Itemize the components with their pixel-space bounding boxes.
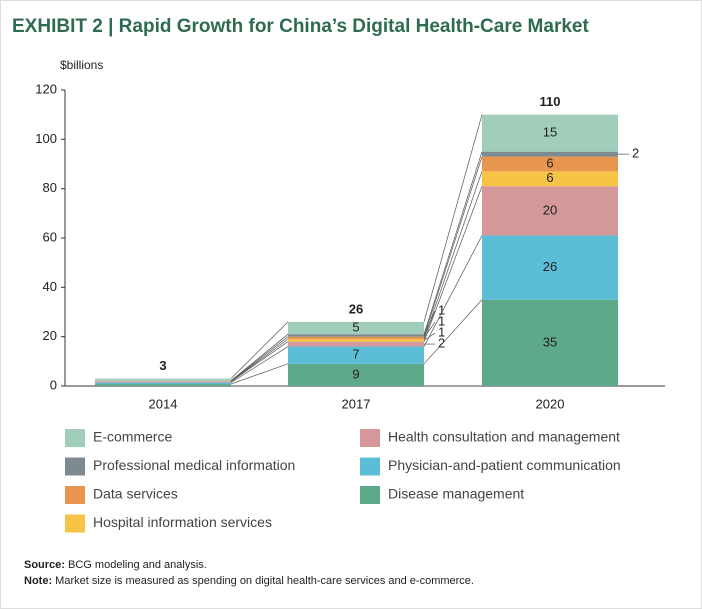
source-text: BCG modeling and analysis. <box>68 559 207 571</box>
bar-segment <box>482 299 618 386</box>
x-tick-label: 2017 <box>342 396 371 411</box>
y-tick-label: 40 <box>43 279 57 294</box>
bar-segment <box>288 346 424 364</box>
total-label: 3 <box>159 358 166 373</box>
data-label: 15 <box>543 125 557 140</box>
data-label: 2 <box>632 146 639 161</box>
note: Note: Market size is measured as spendin… <box>24 575 474 587</box>
bar-segment <box>288 363 424 386</box>
connector <box>423 299 483 365</box>
data-label: 35 <box>543 334 557 349</box>
legend-swatch <box>65 486 85 504</box>
bar-segment <box>95 384 231 386</box>
y-tick-label: 120 <box>35 81 57 96</box>
legend-label: Professional medical information <box>93 457 295 473</box>
bar-segment <box>288 336 424 340</box>
chart-title: EXHIBIT 2 | Rapid Growth for China’s Dig… <box>12 16 589 37</box>
y-tick-label: 20 <box>43 328 57 343</box>
bar-segment <box>288 334 424 337</box>
data-label: 2 <box>438 336 445 351</box>
data-label: 6 <box>546 155 553 170</box>
data-label: 5 <box>352 319 359 334</box>
bar-segment <box>95 378 231 381</box>
data-label: 7 <box>352 347 359 362</box>
legend-label: Hospital information services <box>93 514 272 530</box>
y-tick-label: 60 <box>43 229 57 244</box>
legend-swatch <box>360 457 380 476</box>
legend-label: Disease management <box>388 486 524 502</box>
bar-segment <box>482 235 618 300</box>
source-label: Source: <box>24 559 65 571</box>
connector <box>423 151 483 335</box>
connector <box>230 338 289 382</box>
y-axis-label: $billions <box>60 58 103 72</box>
bar-segment <box>95 381 231 383</box>
connector <box>230 346 289 383</box>
connector <box>423 186 483 342</box>
total-label: 26 <box>349 301 363 316</box>
bar-segment <box>482 156 618 172</box>
legend-label: Physician-and-patient communication <box>388 457 621 473</box>
x-tick-label: 2014 <box>149 396 178 411</box>
data-label: 1 <box>438 303 445 318</box>
connector <box>230 363 289 385</box>
leader-line <box>423 321 436 339</box>
y-tick-label: 0 <box>50 377 57 392</box>
data-label: 1 <box>438 325 445 340</box>
note-label: Note: <box>24 575 52 587</box>
leader-line <box>423 310 436 336</box>
connector <box>423 171 483 340</box>
data-label: 9 <box>352 366 359 381</box>
legend-swatch <box>360 486 380 504</box>
bar-segment <box>482 186 618 236</box>
note-text: Market size is measured as spending on d… <box>55 575 474 587</box>
connector <box>230 333 289 382</box>
y-tick-label: 80 <box>43 180 57 195</box>
y-tick-label: 100 <box>35 131 57 146</box>
legend-swatch <box>65 457 85 476</box>
data-label: 1 <box>438 314 445 329</box>
bar-segment <box>288 339 424 342</box>
bar-segment <box>482 151 618 157</box>
legend-swatch <box>65 429 85 447</box>
data-label: 20 <box>543 202 557 217</box>
connector <box>423 114 483 322</box>
connector <box>230 321 289 379</box>
connector <box>230 336 289 382</box>
connector <box>423 156 483 337</box>
total-label: 110 <box>540 94 561 109</box>
source: Source: BCG modeling and analysis. <box>24 559 207 571</box>
bar-segment <box>482 171 618 187</box>
legend-label: Data services <box>93 486 178 502</box>
x-tick-label: 2020 <box>536 396 565 411</box>
data-label: 6 <box>546 170 553 185</box>
legend-label: Health consultation and management <box>388 429 620 445</box>
legend-swatch <box>65 514 85 533</box>
legend-swatch <box>360 429 380 447</box>
bar-segment <box>95 382 231 385</box>
leader-line <box>423 332 436 341</box>
legend-label: E-commerce <box>93 429 173 445</box>
data-label: 26 <box>543 259 557 274</box>
connector <box>230 341 289 382</box>
bar-segment <box>288 321 424 335</box>
connector <box>423 235 483 347</box>
bar-segment <box>288 341 424 347</box>
bar-segment <box>482 114 618 152</box>
